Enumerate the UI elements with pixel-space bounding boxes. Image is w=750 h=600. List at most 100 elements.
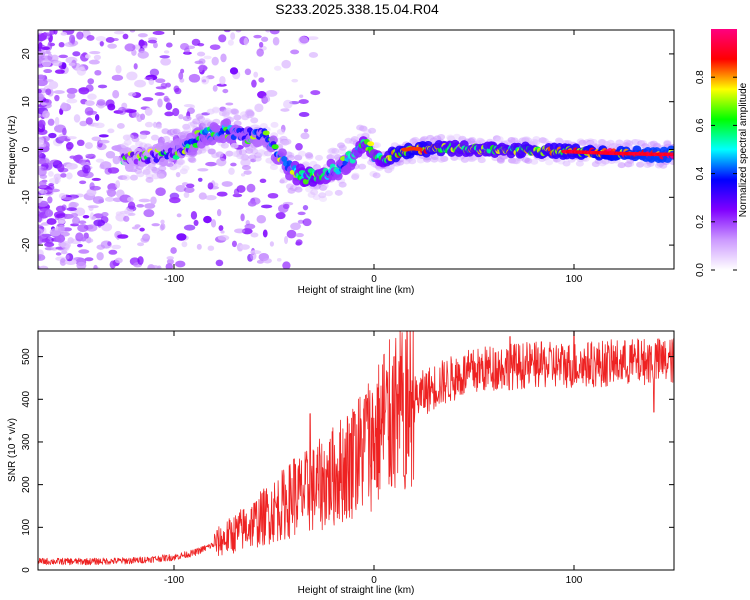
snr-panel: -100 0 100 0 100 200 300 400 500 Height of strai… <box>7 330 675 596</box>
snr-ticks: -100 0 100 0 100 200 300 400 500 <box>21 331 674 586</box>
snr-series-line <box>38 331 674 566</box>
heatmap-cell <box>222 88 229 94</box>
heatmap-cell <box>145 176 154 183</box>
heatmap-cell <box>116 123 125 129</box>
heatmap-cell <box>49 42 56 47</box>
heatmap-cell <box>156 173 165 180</box>
heatmap-cell <box>185 183 195 189</box>
heatmap-cell <box>216 83 227 87</box>
heatmap-cell <box>358 163 367 170</box>
heatmap-cell <box>86 110 98 115</box>
heatmap-cell <box>229 67 239 75</box>
heatmap-cell <box>91 177 101 181</box>
heatmap-cell <box>143 209 155 218</box>
heatmap-cell <box>269 30 280 35</box>
heatmap-cell <box>197 168 209 172</box>
heatmap-cell <box>256 48 264 57</box>
heatmap-cell <box>175 184 187 193</box>
heatmap-cell <box>107 128 115 134</box>
heatmap-cell <box>439 155 448 162</box>
heatmap-cell <box>284 235 289 245</box>
y-tick-label: 20 <box>21 48 32 60</box>
heatmap-cell <box>160 223 166 230</box>
heatmap-cell <box>38 119 46 128</box>
heatmap-cell <box>60 31 68 36</box>
heatmap-cell <box>221 181 233 187</box>
heatmap-cell <box>250 232 259 238</box>
heatmap-cell <box>39 158 51 165</box>
heatmap-cell <box>45 88 52 96</box>
heatmap-cell <box>114 257 123 264</box>
heatmap-cell <box>105 99 115 108</box>
heatmap-cell <box>159 55 170 59</box>
colorbar-tick-label: 0.0 <box>695 263 706 277</box>
heatmap-cell <box>271 144 279 150</box>
heatmap-cell <box>262 130 270 136</box>
heatmap-cell <box>144 203 156 209</box>
heatmap-cell <box>142 45 148 49</box>
snr-frame <box>37 330 675 571</box>
heatmap-cell <box>256 259 264 264</box>
heatmap-cell <box>177 158 186 165</box>
heatmap-cell <box>250 252 257 260</box>
heatmap-cell <box>134 79 147 88</box>
heatmap-cell <box>139 133 148 140</box>
heatmap-cell <box>333 171 343 181</box>
heatmap-cell <box>244 68 252 76</box>
heatmap-cell <box>298 99 309 105</box>
colorbar-ticks: 0.0 0.2 0.4 0.6 0.8 <box>695 70 737 277</box>
heatmap-cell <box>298 150 307 157</box>
heatmap-cell <box>220 142 229 149</box>
heatmap-cell <box>211 56 219 66</box>
heatmap-cell <box>184 47 190 55</box>
heatmap-cell <box>209 44 221 50</box>
heatmap-cell <box>112 155 121 165</box>
heatmap-cell <box>128 212 136 216</box>
heatmap-cell <box>80 237 87 242</box>
heatmap-cell <box>430 156 439 163</box>
heatmap-cell <box>270 121 279 128</box>
heatmap-cell <box>84 54 91 59</box>
heatmap-cell <box>246 183 256 193</box>
heatmap-cell <box>575 160 584 167</box>
heatmap-cell <box>315 154 324 161</box>
heatmap-cell <box>129 174 138 181</box>
heatmap-cell <box>265 30 271 33</box>
heatmap-cell <box>107 241 112 246</box>
heatmap-cell <box>251 79 257 88</box>
heatmap-cell <box>59 258 67 266</box>
heatmap-cell <box>47 196 53 204</box>
heatmap-cell <box>286 154 295 161</box>
heatmap-cell <box>166 258 174 265</box>
heatmap-cell <box>87 78 95 85</box>
heatmap-cell <box>158 165 167 172</box>
heatmap-cell <box>105 37 115 43</box>
heatmap-cell <box>79 180 87 185</box>
heatmap-cell <box>87 205 99 209</box>
heatmap-cell <box>51 60 63 67</box>
heatmap-cell <box>273 65 282 71</box>
heatmap-cell <box>61 62 67 70</box>
heatmap-cell <box>72 216 81 225</box>
heatmap-cell <box>181 165 190 172</box>
heatmap-cell <box>38 42 43 49</box>
heatmap-cell <box>233 114 242 121</box>
heatmap-cell <box>416 157 425 164</box>
colorbar-tick-label: 0.4 <box>695 166 706 180</box>
heatmap-cell <box>38 184 47 189</box>
heatmap-cell <box>38 265 49 269</box>
heatmap-cell <box>162 135 171 142</box>
heatmap-cell <box>617 162 626 169</box>
heatmap-cell <box>67 237 74 244</box>
heatmap-cell <box>183 186 195 193</box>
heatmap-cell <box>244 223 256 230</box>
colorbar-bar <box>711 29 737 270</box>
heatmap-cell <box>172 128 181 135</box>
heatmap-cell <box>148 37 158 41</box>
heatmap-cell <box>91 136 101 142</box>
heatmap-cell <box>216 191 228 197</box>
heatmap-cell <box>155 124 162 129</box>
heatmap-cell <box>446 134 455 141</box>
